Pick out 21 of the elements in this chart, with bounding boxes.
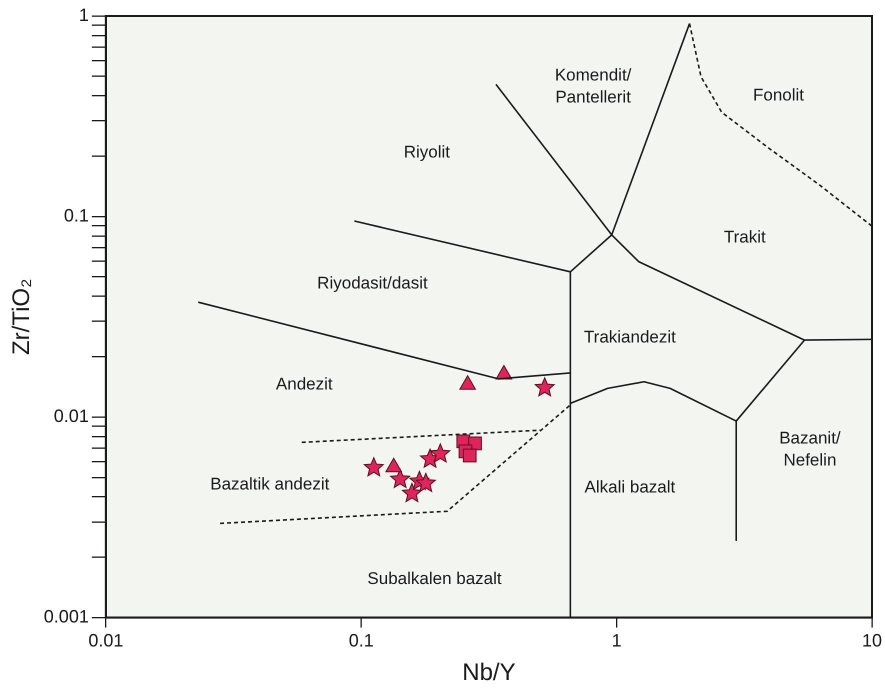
annotation: Bazaltik andezit	[210, 474, 330, 494]
y-tick-label: 0.1	[64, 206, 89, 226]
annotation: Alkali bazalt	[584, 477, 676, 496]
x-tick-label: 0.01	[88, 630, 124, 650]
y-axis-title: Zr/TiO₂	[8, 278, 36, 356]
y-tick-label: 0.001	[44, 606, 89, 627]
x-axis-title: Nb/Y	[462, 659, 516, 686]
y-tick-label: 1	[78, 4, 89, 25]
x-tick-label: 10	[862, 630, 882, 650]
annotation: Riyolit	[404, 142, 450, 162]
annotation: Fonolit	[753, 86, 804, 105]
annotation: Bazanit/ Nefelin	[779, 428, 841, 470]
x-tick-label: 0.1	[348, 630, 374, 650]
y-tick-label: 0.01	[54, 406, 89, 426]
annotation: Riyodasit/dasit	[317, 273, 428, 292]
annotation: Trakiandezit	[584, 328, 676, 347]
annotation: Andezit	[276, 374, 333, 394]
annotation: Komendit/ Pantellerit	[554, 66, 632, 107]
annotation: Subalkalen bazalt	[367, 568, 502, 588]
x-tick-label: 1	[612, 630, 622, 650]
annotation: Trakit	[724, 228, 766, 247]
